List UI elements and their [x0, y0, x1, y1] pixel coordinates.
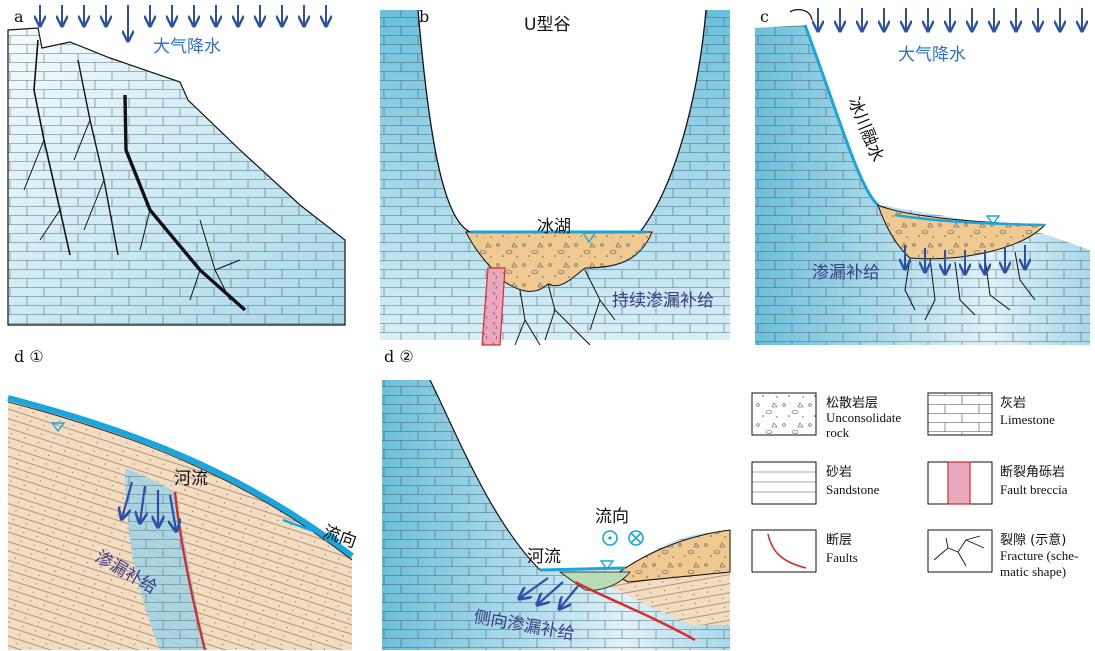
panel-d2-letter: d ②	[384, 347, 414, 366]
legend-item-faults: 断层 Faults	[751, 529, 858, 573]
svg-text:rock: rock	[826, 425, 850, 440]
flow-out-of-page-icon	[602, 530, 618, 546]
panel-a-fractures	[23, 39, 247, 312]
fault-breccia-swatch	[947, 461, 971, 505]
panel-b-letter: b	[419, 7, 429, 26]
svg-text:Limestone: Limestone	[1000, 412, 1055, 427]
panel-c-recharge-label: 渗漏补给	[812, 263, 880, 283]
panel-c-rain-label: 大气降水	[898, 45, 966, 65]
svg-text:断层: 断层	[826, 533, 852, 548]
sandstone-swatch	[752, 471, 816, 493]
panel-a-letter: a	[14, 7, 24, 26]
panel-c-glacial-meltwater: c 大气降水 冰川融水 渗漏补给	[755, 7, 1090, 345]
panel-c-letter: c	[760, 7, 769, 26]
panel-b-u-valley: b U型谷 冰湖 持续渗漏补给	[380, 7, 730, 346]
svg-text:裂隙 (示意): 裂隙 (示意)	[1000, 532, 1066, 548]
fault-swatch	[767, 533, 807, 569]
svg-text:断裂角砾岩: 断裂角砾岩	[1000, 465, 1065, 480]
panel-d2-flow-label: 流向	[595, 507, 629, 527]
svg-text:Fault breccia: Fault breccia	[1000, 482, 1068, 497]
panel-a-rain-arrows	[40, 5, 326, 40]
legend-item-sandstone: 砂岩 Sandstone	[751, 461, 880, 505]
unconsolidated-rock-swatch	[752, 393, 816, 435]
legend-item-fracture: 裂隙 (示意) Fracture (sche- matic shape)	[927, 529, 1078, 579]
svg-text:灰岩: 灰岩	[1000, 396, 1026, 411]
panel-d1-letter: d ①	[14, 347, 44, 366]
panel-b-lake-label: 冰湖	[537, 217, 571, 237]
panel-d1-river-label: 河流	[174, 469, 208, 489]
legend-item-limestone: 灰岩 Limestone	[927, 392, 1055, 436]
panel-a-rain-label: 大气降水	[153, 37, 221, 57]
svg-text:砂岩: 砂岩	[826, 465, 852, 480]
legend-item-fault-breccia: 断裂角砾岩 Fault breccia	[927, 461, 1068, 505]
panel-a-mountain-rainfall: a 大气降水	[7, 5, 346, 326]
fracture-swatch	[933, 535, 985, 567]
panel-d2-river-label: 河流	[527, 547, 561, 567]
legend-item-unconsolidated-rock: 松散岩层 Unconsolidate rock	[751, 392, 901, 440]
legend: 松散岩层 Unconsolidate rock 灰岩 Limestone 砂岩 …	[751, 392, 1078, 579]
panel-d2-lateral-seepage: d ② 流向 河流 侧向渗漏补给	[382, 347, 731, 650]
limestone-swatch	[928, 393, 992, 435]
flow-into-page-icon	[628, 530, 644, 546]
panel-b-recharge-label: 持续渗漏补给	[612, 291, 714, 311]
svg-text:matic shape): matic shape)	[1000, 564, 1066, 579]
svg-text:Faults: Faults	[826, 550, 858, 565]
svg-text:Sandstone: Sandstone	[826, 482, 880, 497]
svg-text:Fracture (sche-: Fracture (sche-	[1000, 548, 1078, 563]
svg-text:Unconsolidate: Unconsolidate	[826, 410, 901, 425]
svg-text:松散岩层: 松散岩层	[826, 396, 878, 411]
panel-b-valley-label: U型谷	[524, 15, 570, 35]
panel-d1-river-fault: d ① 河流 流向 渗漏补给	[7, 347, 359, 651]
